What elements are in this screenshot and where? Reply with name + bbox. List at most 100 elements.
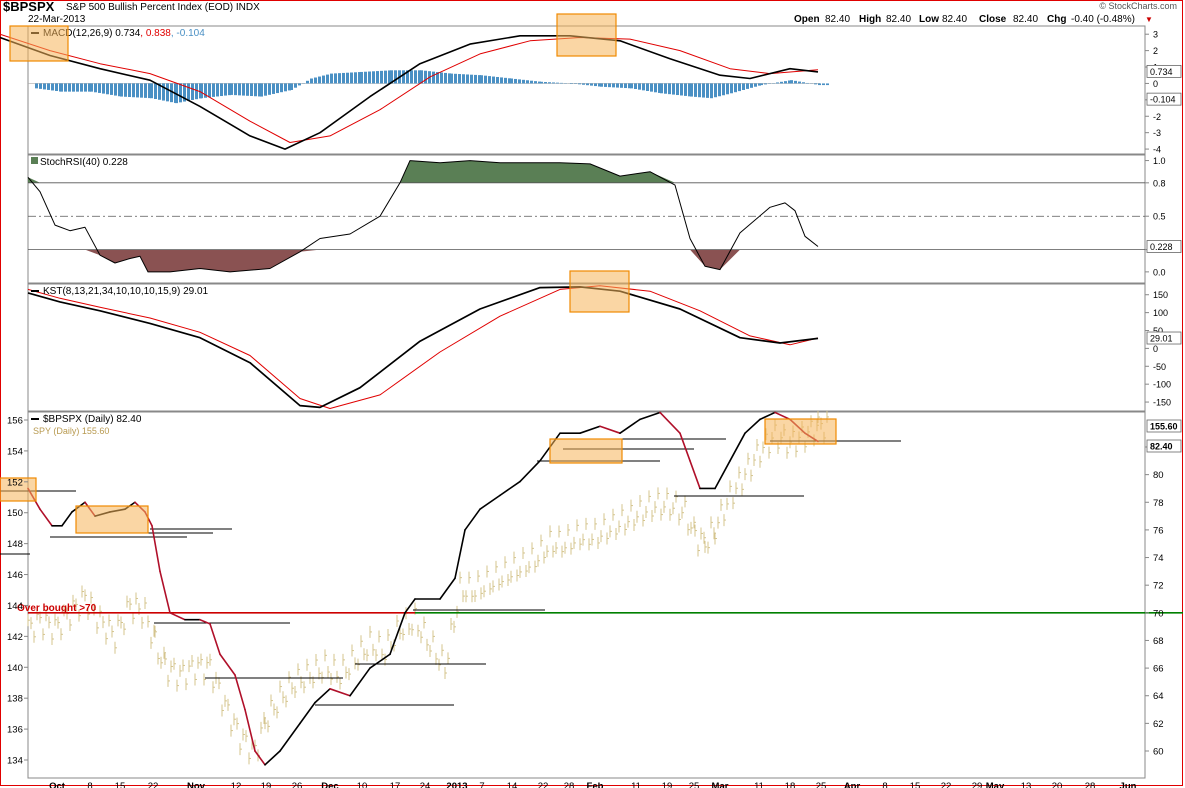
price-left-tick-label: 140	[7, 663, 23, 674]
price-highlight-left	[0, 477, 37, 502]
macd-histogram-bar	[582, 83, 585, 85]
macd-histogram-bar	[314, 77, 317, 84]
x-axis-label: 19	[261, 781, 272, 788]
macd-histogram-bar	[162, 83, 165, 101]
price-left-tick-label: 136	[7, 725, 23, 736]
x-axis-label: 18	[785, 781, 796, 788]
bpspx-line-segment	[479, 494, 501, 510]
spy-legend: SPY (Daily) 155.60	[33, 426, 109, 436]
macd-histogram-bar	[548, 82, 551, 84]
macd-histogram-bar	[310, 78, 313, 84]
macd-histogram-bar	[144, 83, 147, 98]
macd-histogram-bar	[388, 70, 391, 84]
macd-histogram-bar	[230, 83, 233, 95]
macd-histogram-bar	[330, 73, 333, 84]
macd-hist-value-label-box	[1146, 92, 1182, 106]
price-right-tick-label: 72	[1153, 581, 1164, 592]
x-axis-label: 29	[972, 781, 983, 788]
macd-histogram-bar	[722, 83, 725, 96]
macd-histogram-bar	[140, 83, 143, 98]
macd-histogram-bar	[342, 72, 345, 84]
macd-histogram-bar	[294, 83, 297, 88]
price-right-tick-label: 66	[1153, 664, 1164, 675]
macd-histogram-bar	[818, 83, 821, 86]
x-axis-label: Mar	[712, 781, 729, 788]
x-axis-label: Nov	[187, 781, 206, 788]
macd-histogram-bar	[60, 83, 63, 92]
bpspx-line-segment	[219, 653, 236, 676]
high-label: High	[859, 14, 881, 25]
macd-histogram-bar	[552, 82, 555, 84]
macd-histogram-bar	[372, 71, 375, 84]
price-left-tick-label: 152	[7, 477, 23, 488]
macd-histogram-bar	[496, 76, 499, 84]
overbought-label: Over bought >70	[17, 603, 97, 614]
x-axis-label: 12	[231, 781, 242, 788]
macd-histogram-bar	[654, 83, 657, 93]
macd-histogram-bar	[504, 77, 507, 84]
price-left-tick-label: 150	[7, 508, 23, 519]
bpspx-line-segment	[404, 598, 416, 614]
macd-histogram-bar	[650, 83, 653, 92]
macd-histogram-bar	[776, 82, 779, 84]
low-label: Low	[919, 14, 939, 25]
macd-histogram-bar	[250, 83, 253, 97]
macd-histogram-bar	[358, 72, 361, 84]
macd-histogram-bar	[334, 73, 337, 84]
bpspx-line-segment	[254, 750, 266, 766]
macd-histogram-bar	[179, 83, 182, 103]
price-panel-frame	[27, 411, 1146, 779]
macd-histogram-bar	[424, 70, 427, 84]
macd-histogram-bar	[750, 83, 753, 88]
macd-histogram-bar	[420, 70, 423, 84]
macd-histogram-bar	[680, 83, 683, 96]
macd-histogram-bar	[540, 81, 543, 84]
macd-histogram-bar	[204, 83, 207, 98]
macd-histogram-bar	[514, 78, 517, 84]
macd-highlight-left	[9, 25, 69, 62]
macd-histogram-bar	[710, 83, 713, 99]
price-right-tick-label: 74	[1153, 553, 1164, 564]
bpspx-line-segment	[234, 674, 246, 711]
bpspx-line-segment	[714, 460, 731, 490]
macd-histogram-bar	[726, 83, 729, 95]
macd-histogram-bar	[35, 83, 38, 89]
macd-histogram-bar	[90, 83, 93, 92]
macd-histogram-bar	[280, 83, 283, 93]
macd-histogram-bar	[288, 83, 291, 91]
price-right-tick-label: 80	[1153, 470, 1164, 481]
macd-histogram-bar	[628, 83, 631, 89]
macd-histogram-bar	[298, 83, 301, 86]
stochrsi-axis-tick-label: 0.5	[1153, 212, 1166, 222]
macd-histogram-bar	[114, 83, 117, 96]
down-arrow-icon: ▼	[1145, 15, 1153, 24]
bpspx-line-segment	[151, 524, 161, 573]
chart-date: 22-Mar-2013	[28, 14, 86, 25]
macd-histogram-bar	[458, 74, 461, 84]
low-value: 82.40	[942, 14, 967, 25]
stochrsi-oversold-fill	[28, 249, 818, 272]
macd-histogram-bar	[384, 70, 387, 84]
macd-histogram-bar	[714, 83, 717, 98]
kst-axis-tick-label: -100	[1153, 380, 1171, 390]
macd-histogram-bar	[646, 83, 649, 91]
macd-histogram-bar	[702, 83, 705, 98]
macd-histogram-bar	[600, 83, 603, 87]
bpspx-value-label-box	[1146, 439, 1182, 453]
macd-histogram-bar	[402, 70, 405, 84]
macd-histogram-bar	[790, 80, 793, 84]
macd-histogram-bar	[534, 81, 537, 84]
macd-histogram-bar	[150, 83, 153, 99]
source-label: © StockCharts.com	[1099, 1, 1177, 11]
macd-histogram-bar	[454, 73, 457, 84]
kst-axis-tick-label: 0	[1153, 344, 1158, 354]
macd-histogram-bar	[208, 83, 211, 98]
macd-axis-tick-label: 2	[1153, 46, 1158, 56]
price-left-tick-label: 154	[7, 446, 23, 457]
macd-line	[0, 35, 819, 150]
macd-histogram-bar	[462, 74, 465, 84]
macd-histogram-bar	[368, 71, 371, 84]
macd-histogram-bar	[814, 83, 817, 85]
